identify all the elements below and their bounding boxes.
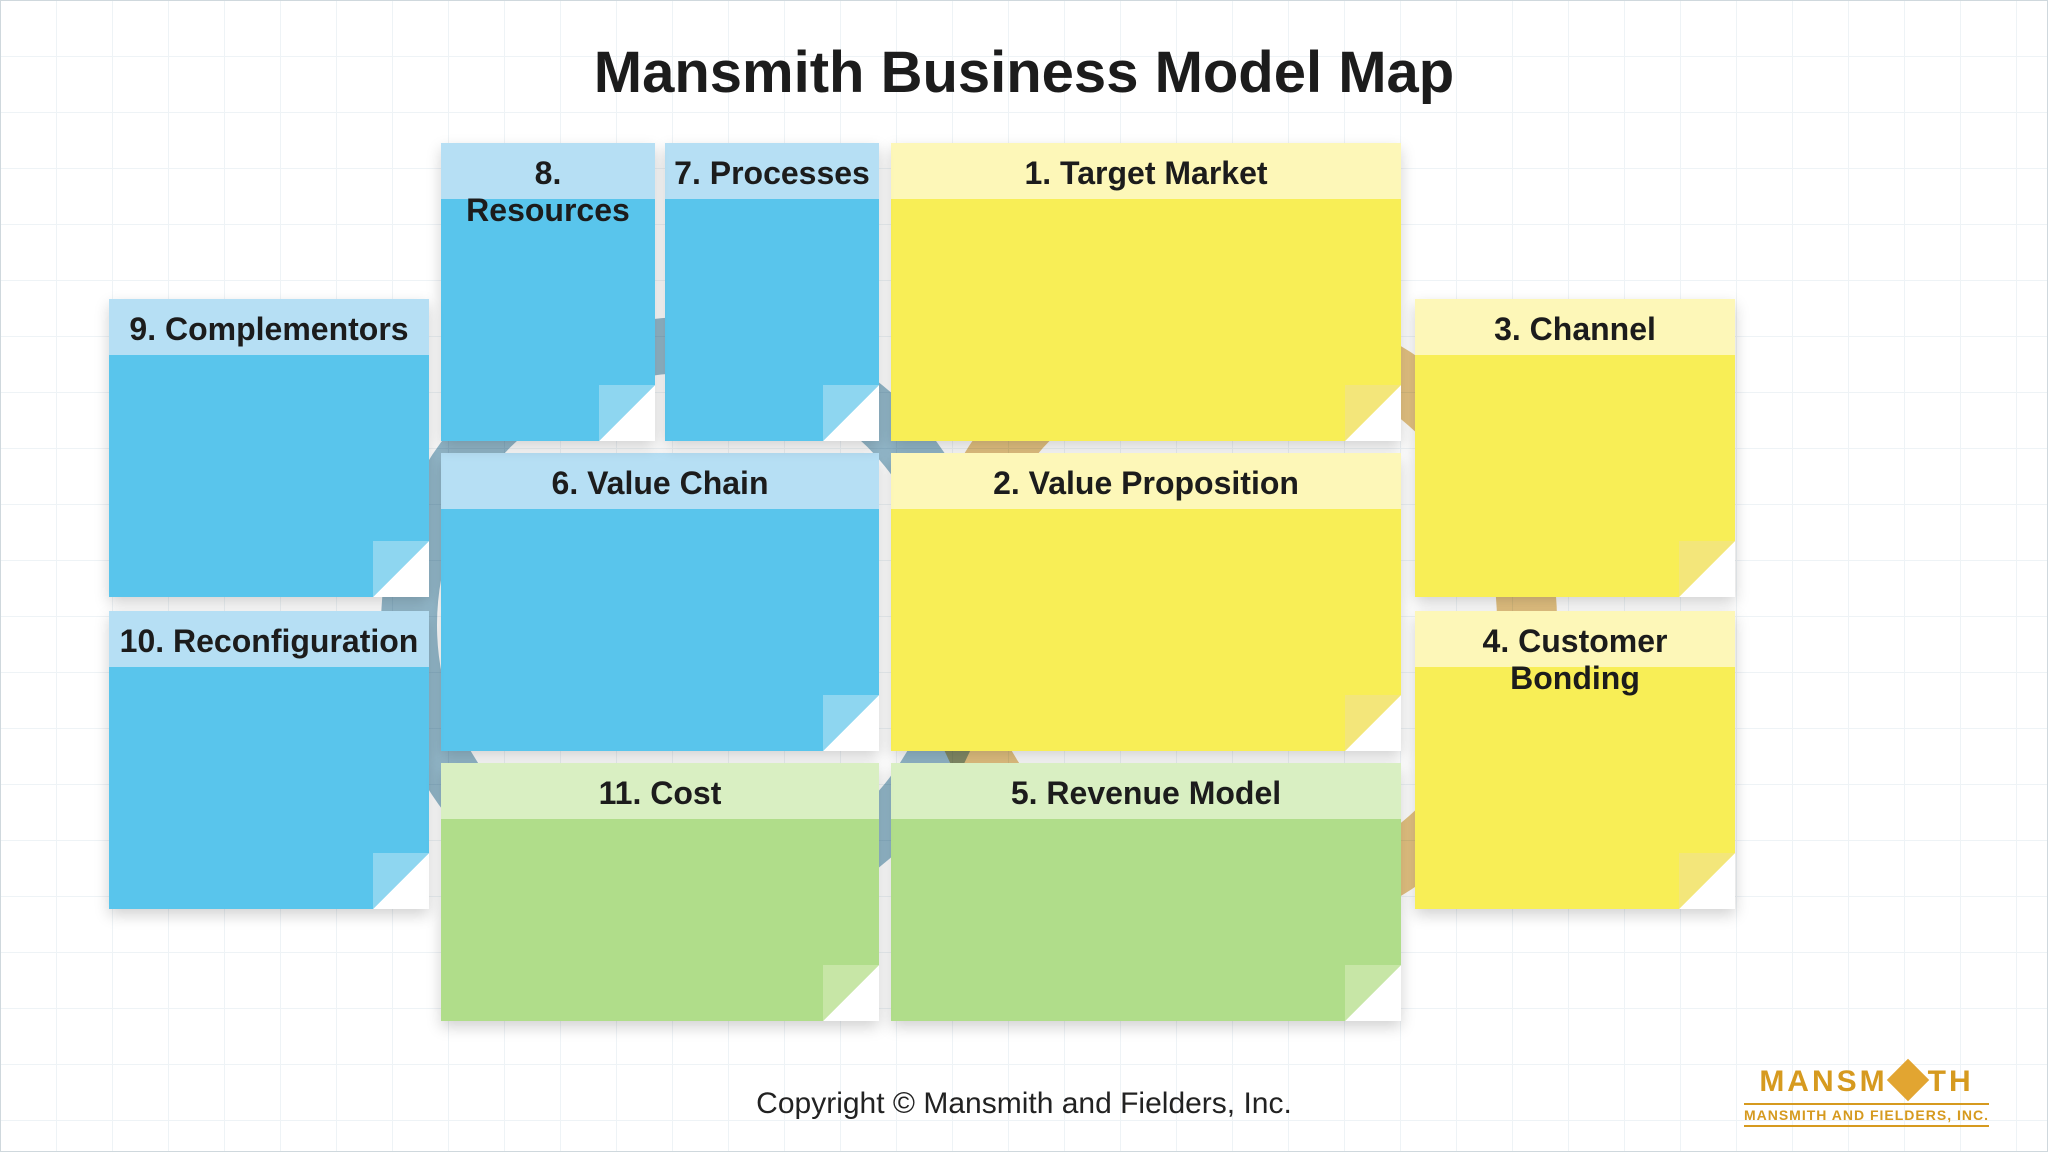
page-fold-icon bbox=[823, 385, 879, 441]
diagram-canvas: 1. Target Market 2. Value Proposition 3. C… bbox=[1, 1, 2047, 1151]
page-fold-icon bbox=[1345, 385, 1401, 441]
brand-logo: MANSM TH MANSMITH AND FIELDERS, INC. bbox=[1744, 1065, 1989, 1127]
note-complementors: 9. Complementors bbox=[109, 299, 429, 597]
note-label: 1. Target Market bbox=[891, 143, 1401, 199]
page-fold-icon bbox=[823, 965, 879, 1021]
note-channel: 3. Channel bbox=[1415, 299, 1735, 597]
logo-text-left: MANSM bbox=[1759, 1065, 1887, 1099]
logo-subtitle: MANSMITH AND FIELDERS, INC. bbox=[1744, 1103, 1989, 1127]
note-body bbox=[441, 509, 879, 751]
page-fold-icon bbox=[373, 853, 429, 909]
note-label: 5. Revenue Model bbox=[891, 763, 1401, 819]
note-processes: 7. Processes bbox=[665, 143, 879, 441]
note-label: 6. Value Chain bbox=[441, 453, 879, 509]
page-fold-icon bbox=[599, 385, 655, 441]
note-reconfiguration: 10. Reconfiguration bbox=[109, 611, 429, 909]
page-fold-icon bbox=[1679, 541, 1735, 597]
note-body bbox=[891, 819, 1401, 1021]
note-body bbox=[891, 199, 1401, 441]
note-label: 7. Processes bbox=[665, 143, 879, 199]
copyright-text: Copyright © Mansmith and Fielders, Inc. bbox=[1, 1087, 2047, 1121]
note-target-market: 1. Target Market bbox=[891, 143, 1401, 441]
note-label: 9. Complementors bbox=[109, 299, 429, 355]
note-label: 10. Reconfiguration bbox=[109, 611, 429, 667]
note-cost: 11. Cost bbox=[441, 763, 879, 1021]
page-fold-icon bbox=[1679, 853, 1735, 909]
logo-diamond-icon bbox=[1886, 1059, 1928, 1101]
note-label: 11. Cost bbox=[441, 763, 879, 819]
page-fold-icon bbox=[1345, 965, 1401, 1021]
note-resources: 8. Resources bbox=[441, 143, 655, 441]
note-label: 8. Resources bbox=[441, 143, 655, 199]
note-label: 3. Channel bbox=[1415, 299, 1735, 355]
note-label: 2. Value Proposition bbox=[891, 453, 1401, 509]
page-fold-icon bbox=[373, 541, 429, 597]
note-value-proposition: 2. Value Proposition bbox=[891, 453, 1401, 751]
page-fold-icon bbox=[823, 695, 879, 751]
note-body bbox=[891, 509, 1401, 751]
page-fold-icon bbox=[1345, 695, 1401, 751]
note-value-chain: 6. Value Chain bbox=[441, 453, 879, 751]
logo-text-right: TH bbox=[1928, 1065, 1974, 1099]
note-customer-bonding: 4. Customer Bonding bbox=[1415, 611, 1735, 909]
note-label: 4. Customer Bonding bbox=[1415, 611, 1735, 667]
note-revenue-model: 5. Revenue Model bbox=[891, 763, 1401, 1021]
note-body bbox=[441, 819, 879, 1021]
